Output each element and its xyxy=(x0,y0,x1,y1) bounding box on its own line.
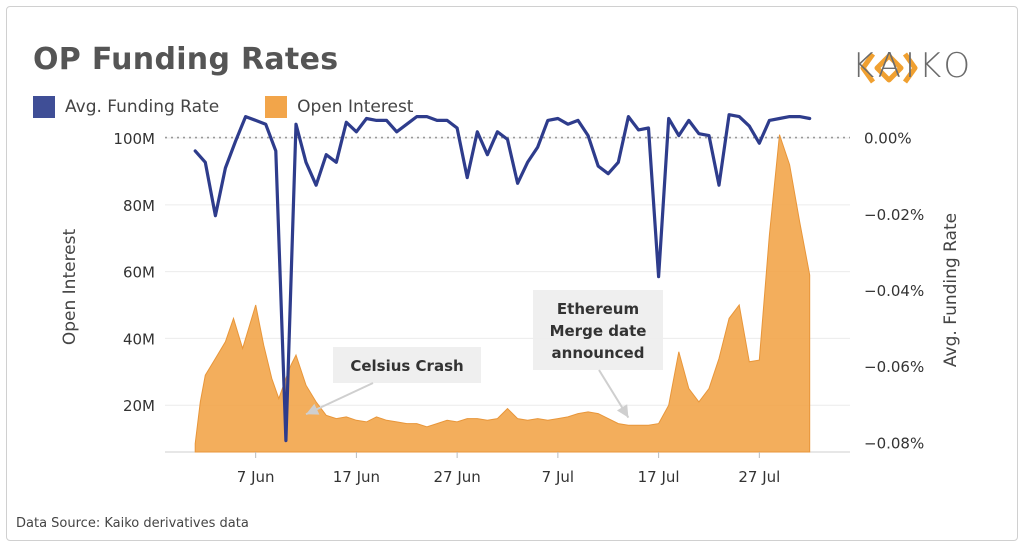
annotation-text: Ethereum xyxy=(557,300,639,318)
open-interest-area xyxy=(194,134,811,453)
legend-label-funding-rate: Avg. Funding Rate xyxy=(65,97,220,117)
y-left-tick-label: 20M xyxy=(123,397,155,415)
y-axis-left: 20M 40M 60M 80M 100M xyxy=(113,130,155,415)
legend-item-funding-rate[interactable]: Avg. Funding Rate xyxy=(33,96,219,118)
annotation-arrowhead xyxy=(306,403,320,415)
x-tick-label: 7 Jul xyxy=(542,468,574,486)
y-left-tick-label: 80M xyxy=(123,197,155,215)
page-title: OP Funding Rates xyxy=(33,42,339,77)
x-tick-label: 17 Jul xyxy=(638,468,680,486)
y-left-tick-label: 60M xyxy=(123,264,155,282)
y-right-tick-label: −0.06% xyxy=(864,358,924,376)
annotation-arrowhead xyxy=(616,404,629,418)
logo-chevron-right xyxy=(902,52,918,84)
series-line-funding-rate xyxy=(193,113,812,443)
y-right-tick-label: −0.02% xyxy=(864,206,924,224)
x-tick-label: 27 Jul xyxy=(738,468,780,486)
annotation-pointer xyxy=(305,382,374,416)
y-left-tick-label: 100M xyxy=(113,130,155,148)
y-right-tick-label: −0.04% xyxy=(864,282,924,300)
kaiko-logo-icon xyxy=(860,52,918,84)
series-area-open-interest xyxy=(194,134,811,453)
x-tick-label: 17 Jun xyxy=(333,468,380,486)
funding-rate-line xyxy=(193,113,812,443)
annotation-box xyxy=(333,347,481,383)
legend-item-open-interest[interactable]: Open Interest xyxy=(265,96,413,118)
logo-diamond xyxy=(874,53,904,83)
y-left-tick-label: 40M xyxy=(123,330,155,348)
data-source-note: Data Source: Kaiko derivatives data xyxy=(16,516,249,531)
legend-label-open-interest: Open Interest xyxy=(297,97,414,117)
y-axis-right: 0.00% −0.02% −0.04% −0.06% −0.08% xyxy=(864,130,924,453)
brand-name: KAIKO xyxy=(852,46,975,86)
y-right-tick-label: 0.00% xyxy=(864,130,912,148)
annotation-text: Merge date xyxy=(550,322,647,340)
x-tick-label: 27 Jun xyxy=(433,468,480,486)
logo-chevron-left xyxy=(860,52,876,84)
legend-swatch-open-interest xyxy=(265,96,288,118)
annotation-text: announced xyxy=(552,344,645,362)
y-right-tick-label: −0.08% xyxy=(864,434,924,452)
annotation-box xyxy=(533,290,663,370)
legend-swatch-funding-rate xyxy=(33,96,55,118)
x-tick-label: 7 Jun xyxy=(237,468,275,486)
annotations: Celsius Crash Ethereum Merge date announced xyxy=(305,290,663,419)
annotation-text: Celsius Crash xyxy=(350,357,463,375)
y-axis-right-title: Avg. Funding Rate xyxy=(941,213,961,367)
chart-legend: Avg. Funding Rate Open Interest xyxy=(33,96,447,118)
y-axis-left-title: Open Interest xyxy=(60,229,80,346)
x-axis: 7 Jun 17 Jun 27 Jun 7 Jul 17 Jul 27 Jul xyxy=(237,452,780,486)
